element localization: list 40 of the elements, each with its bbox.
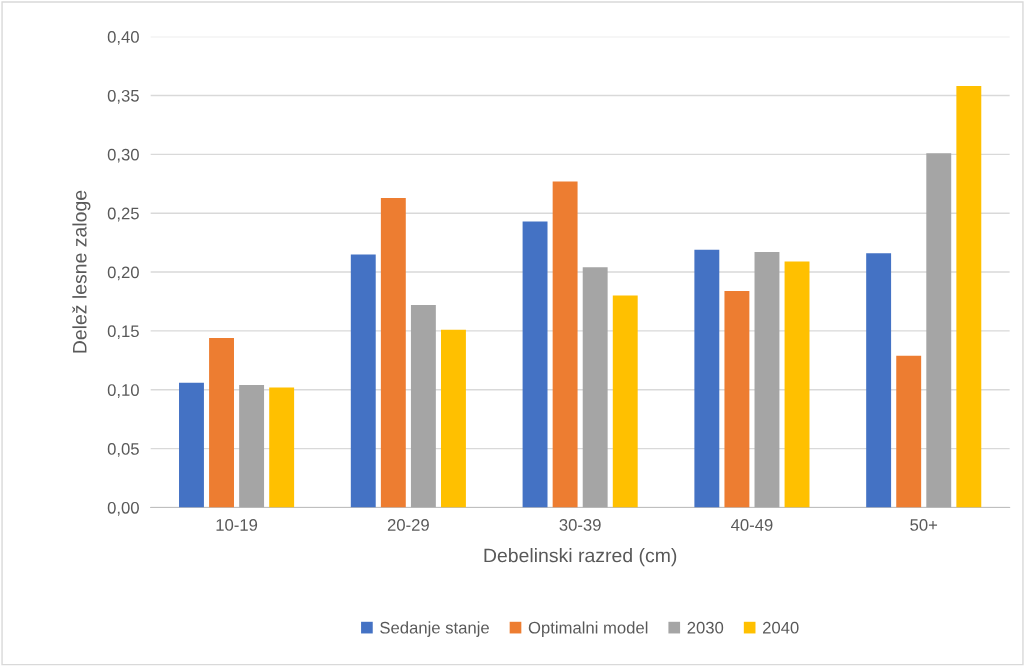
bar <box>552 181 578 508</box>
y-tick-label: 0,05 <box>107 443 139 457</box>
y-tick-label: 0,15 <box>107 325 139 340</box>
y-tick-label: 0,40 <box>107 31 139 45</box>
bar <box>380 197 406 508</box>
x-tick-label: 10-19 <box>216 519 258 531</box>
legend-label: 2030 <box>687 621 724 634</box>
bar <box>410 305 436 508</box>
y-tick-label: 0,35 <box>107 89 139 104</box>
bar <box>694 249 720 508</box>
bar <box>896 355 922 508</box>
x-tick-label: 30-39 <box>559 519 601 531</box>
legend-label: Optimalni model <box>528 621 648 637</box>
y-tick-label: 0,30 <box>107 148 139 163</box>
y-tick-label: 0,00 <box>107 501 139 516</box>
bar <box>522 221 548 508</box>
y-tick-label: 0,25 <box>107 207 139 222</box>
x-tick-label: 50+ <box>910 519 938 531</box>
legend-label: Sedanje stanje <box>380 621 489 637</box>
x-tick-label: 20-29 <box>387 519 429 531</box>
bar <box>239 385 265 508</box>
y-axis-title: Delež lesne zaloge <box>72 190 91 353</box>
bar <box>724 290 750 508</box>
x-tick-label: 40-49 <box>731 519 773 531</box>
bar <box>612 295 638 508</box>
bar <box>582 267 608 508</box>
bar <box>956 86 982 508</box>
y-tick-label: 0,10 <box>107 384 139 398</box>
bar <box>441 329 466 508</box>
bar <box>926 153 952 508</box>
bar <box>866 253 892 508</box>
bar <box>350 254 376 508</box>
bar <box>269 387 295 508</box>
bar <box>179 382 204 508</box>
y-tick-label: 0,20 <box>107 266 139 281</box>
bar <box>209 337 234 508</box>
legend-label: 2040 <box>762 621 799 634</box>
bar <box>784 261 810 508</box>
x-axis-title: Debelinski razred (cm) <box>484 548 677 567</box>
bar <box>754 252 780 508</box>
